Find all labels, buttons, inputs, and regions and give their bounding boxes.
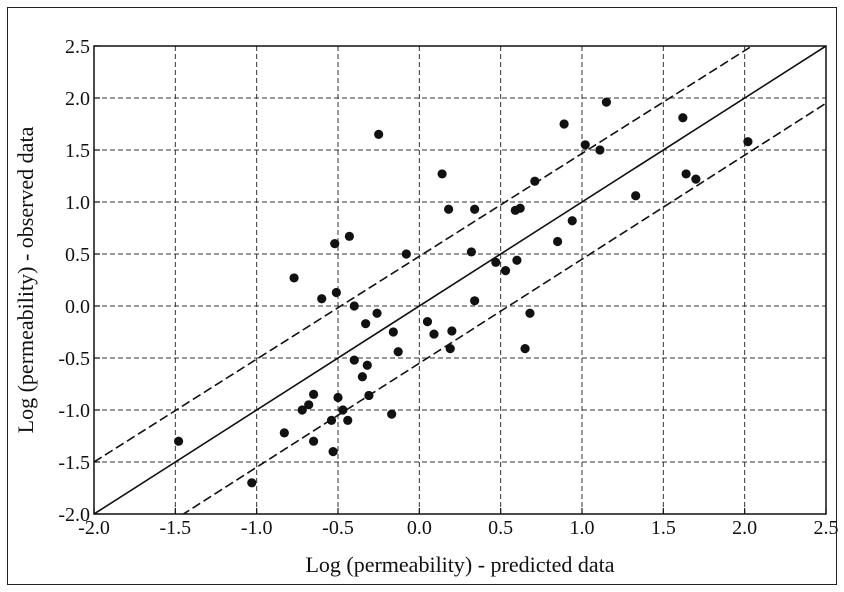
data-point xyxy=(349,355,359,365)
data-point xyxy=(343,415,353,425)
data-point xyxy=(330,239,340,249)
data-point xyxy=(445,344,455,354)
data-point xyxy=(691,174,701,184)
data-point xyxy=(247,478,257,488)
data-point xyxy=(309,389,319,399)
data-point xyxy=(328,447,338,457)
data-point xyxy=(595,145,605,155)
y-axis-label: Log (permeability) - observed data xyxy=(13,126,38,433)
identity-line xyxy=(94,46,826,514)
fit-lines xyxy=(94,46,826,514)
data-point xyxy=(393,347,403,357)
x-tick-label: 0.5 xyxy=(488,517,513,539)
data-point xyxy=(580,140,590,150)
data-point xyxy=(470,296,480,306)
x-tick-label: -2.0 xyxy=(78,517,110,539)
data-point xyxy=(520,344,530,354)
data-point xyxy=(279,428,289,438)
x-tick-label: 1.0 xyxy=(570,517,595,539)
x-axis-label: Log (permeability) - predicted data xyxy=(305,552,614,577)
x-tick-label: -1.5 xyxy=(159,517,191,539)
y-axis-ticks: -2.0 -1.5 -1.0 -0.5 0.0 0.5 1.0 1.5 2.0 2.5 xyxy=(58,36,100,526)
data-point xyxy=(374,129,384,139)
data-point xyxy=(530,176,540,186)
y-tick-label: 0.5 xyxy=(65,244,90,266)
data-point xyxy=(361,319,371,329)
data-point xyxy=(309,436,319,446)
data-point xyxy=(326,415,337,425)
data-point xyxy=(470,204,480,214)
x-tick-label: -0.5 xyxy=(322,517,354,539)
data-point xyxy=(429,329,439,339)
data-points xyxy=(173,97,753,488)
data-point xyxy=(304,400,314,410)
y-tick-label: 1.5 xyxy=(65,140,90,162)
y-tick-label: -1.0 xyxy=(58,400,90,422)
data-point xyxy=(289,273,299,283)
y-tick-label: 0.0 xyxy=(65,296,90,318)
data-point xyxy=(372,308,382,318)
data-point xyxy=(515,203,525,213)
data-point xyxy=(317,294,327,304)
data-point xyxy=(388,327,398,337)
data-point xyxy=(466,247,476,257)
data-point xyxy=(567,216,577,226)
x-tick-label: 1.5 xyxy=(651,517,676,539)
y-tick-label: -2.0 xyxy=(58,504,90,526)
data-point xyxy=(387,409,397,419)
data-point xyxy=(512,255,522,265)
plot-area-border xyxy=(93,45,827,515)
data-point xyxy=(447,326,457,336)
data-point xyxy=(525,308,535,318)
data-point xyxy=(678,113,688,123)
y-tick-label: 1.0 xyxy=(65,192,90,214)
data-point xyxy=(297,405,307,415)
data-point xyxy=(349,301,359,311)
data-point xyxy=(601,97,612,107)
x-tick-label: 0.0 xyxy=(407,517,432,539)
data-point xyxy=(681,169,691,179)
data-point xyxy=(743,137,753,147)
data-point xyxy=(559,119,569,129)
x-tick-label: 2.5 xyxy=(814,517,839,539)
data-point xyxy=(500,266,511,276)
data-point xyxy=(331,287,341,298)
confidence-bound-line xyxy=(94,46,754,463)
data-point xyxy=(491,257,501,267)
data-point xyxy=(631,191,641,201)
data-point xyxy=(333,392,343,403)
data-point xyxy=(362,360,372,370)
data-point xyxy=(364,390,374,401)
data-point xyxy=(338,405,348,415)
data-point xyxy=(422,317,433,327)
data-point xyxy=(444,204,454,214)
y-tick-label: 2.5 xyxy=(65,36,90,58)
data-point xyxy=(344,231,354,241)
data-point xyxy=(553,236,563,247)
y-tick-label: -1.5 xyxy=(58,452,90,474)
chart-frame xyxy=(7,7,837,585)
x-tick-label: -1.0 xyxy=(241,517,273,539)
data-point xyxy=(357,372,367,382)
confidence-bound-line xyxy=(181,102,826,514)
data-point xyxy=(173,436,184,446)
x-axis-ticks: -2.0 -1.5 -1.0 -0.5 0.0 0.5 1.0 1.5 2.0 2.5 xyxy=(78,508,839,539)
x-tick-label: 2.0 xyxy=(732,517,757,539)
grid xyxy=(94,46,826,514)
data-point xyxy=(401,249,411,259)
y-tick-label: -0.5 xyxy=(58,348,90,370)
y-tick-label: 2.0 xyxy=(65,88,90,110)
data-point xyxy=(437,169,447,179)
